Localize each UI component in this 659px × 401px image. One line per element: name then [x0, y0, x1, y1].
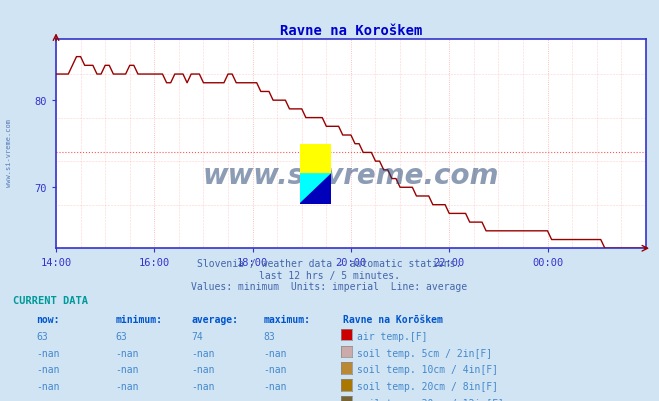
Text: -nan: -nan — [264, 365, 287, 375]
Text: soil temp. 30cm / 12in[F]: soil temp. 30cm / 12in[F] — [357, 398, 504, 401]
Title: Ravne na Koroškem: Ravne na Koroškem — [279, 24, 422, 38]
Text: minimum:: minimum: — [115, 314, 162, 324]
Text: Slovenia / weather data - automatic stations.: Slovenia / weather data - automatic stat… — [197, 259, 462, 269]
Text: 63: 63 — [115, 331, 127, 341]
Text: 63: 63 — [36, 331, 48, 341]
Text: air temp.[F]: air temp.[F] — [357, 331, 428, 341]
Text: -nan: -nan — [36, 365, 60, 375]
Polygon shape — [300, 144, 331, 174]
Text: 83: 83 — [264, 331, 275, 341]
Text: now:: now: — [36, 314, 60, 324]
Text: -nan: -nan — [115, 348, 139, 358]
Text: soil temp. 5cm / 2in[F]: soil temp. 5cm / 2in[F] — [357, 348, 492, 358]
Text: -nan: -nan — [264, 381, 287, 391]
Text: Values: minimum  Units: imperial  Line: average: Values: minimum Units: imperial Line: av… — [191, 281, 468, 291]
Text: -nan: -nan — [191, 398, 215, 401]
Text: maximum:: maximum: — [264, 314, 310, 324]
Polygon shape — [300, 144, 331, 174]
Text: average:: average: — [191, 314, 238, 324]
Text: soil temp. 20cm / 8in[F]: soil temp. 20cm / 8in[F] — [357, 381, 498, 391]
Text: -nan: -nan — [191, 348, 215, 358]
Text: -nan: -nan — [115, 398, 139, 401]
Text: www.si-vreme.com: www.si-vreme.com — [5, 118, 12, 186]
Text: -nan: -nan — [115, 365, 139, 375]
Text: -nan: -nan — [191, 381, 215, 391]
Text: -nan: -nan — [115, 381, 139, 391]
Polygon shape — [300, 174, 331, 205]
Text: Ravne na Korōškem: Ravne na Korōškem — [343, 314, 443, 324]
Text: -nan: -nan — [36, 381, 60, 391]
Text: www.si-vreme.com: www.si-vreme.com — [203, 162, 499, 190]
Text: CURRENT DATA: CURRENT DATA — [13, 295, 88, 305]
Polygon shape — [300, 174, 331, 205]
Text: last 12 hrs / 5 minutes.: last 12 hrs / 5 minutes. — [259, 270, 400, 280]
Text: -nan: -nan — [264, 398, 287, 401]
Text: -nan: -nan — [191, 365, 215, 375]
Text: soil temp. 10cm / 4in[F]: soil temp. 10cm / 4in[F] — [357, 365, 498, 375]
Text: -nan: -nan — [264, 348, 287, 358]
Text: -nan: -nan — [36, 398, 60, 401]
Text: 74: 74 — [191, 331, 203, 341]
Text: -nan: -nan — [36, 348, 60, 358]
